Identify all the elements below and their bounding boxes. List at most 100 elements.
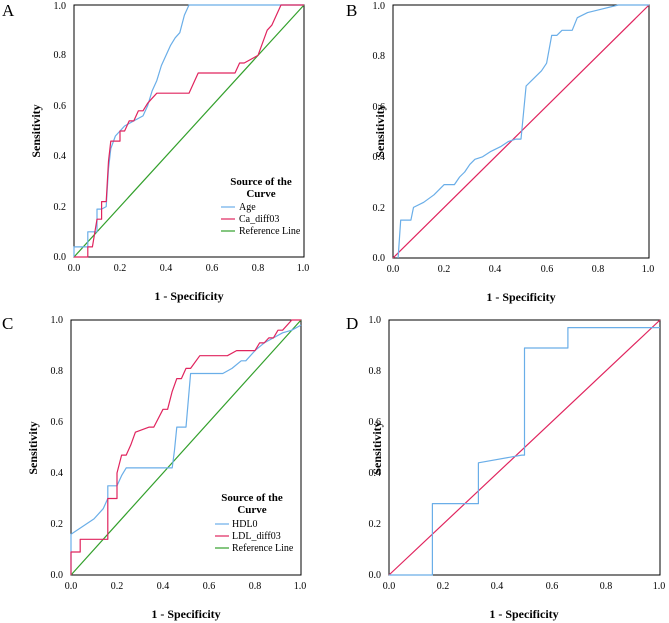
panel-c-legend-title-line2: Curve <box>237 504 266 516</box>
panel-d-ytick: 0.8 <box>369 366 382 377</box>
panel-a-legend-label: Ca_diff03 <box>239 214 279 225</box>
panel-d-xtick: 0.6 <box>546 581 559 592</box>
panel-a-xtick: 0.8 <box>252 263 265 274</box>
panel-c-legend-title-line1: Source of the <box>221 492 283 504</box>
panel-b-xlabel: 1 - Specificity <box>486 290 555 304</box>
panel-b-ylabel: Sensitivity <box>373 104 387 157</box>
panel-a-series-reference-line <box>73 4 305 258</box>
panel-b-letter: B <box>346 1 357 20</box>
panel-b-series-roc <box>397 4 649 259</box>
panel-a-xtick: 0.6 <box>206 263 219 274</box>
panel-c-xticks: 0.0 0.2 0.4 0.6 0.8 1.0 <box>65 581 307 592</box>
panel-b: B 0.0 0.2 0.4 0.6 0.8 1.0 0.0 0.2 0.4 0.… <box>346 1 654 304</box>
panel-b-series-reference-line <box>392 4 650 259</box>
panel-d-xtick: 0.2 <box>437 581 450 592</box>
panel-d-ytick: 0.0 <box>369 570 382 581</box>
panel-a-series-ca-diff03 <box>74 4 304 258</box>
panel-a-letter: A <box>2 1 15 20</box>
panel-d-xtick: 0.4 <box>491 581 504 592</box>
panel-b-ytick: 0.0 <box>373 253 386 264</box>
panel-d-ytick: 0.4 <box>369 468 382 479</box>
panel-b-yticks: 0.0 0.2 0.4 0.6 0.8 1.0 <box>373 1 386 264</box>
panel-b-xtick: 0.2 <box>438 264 451 275</box>
panel-c-ytick: 0.0 <box>51 570 64 581</box>
panel-a-ytick: 0.6 <box>54 101 67 112</box>
panel-a-legend-title-line1: Source of the <box>230 176 292 188</box>
panel-b-xtick: 0.4 <box>489 264 502 275</box>
panel-c: C 0.0 0.2 0.4 0.6 0.8 1.0 0.0 0.2 0.4 0.… <box>2 314 306 621</box>
panel-a-ytick: 1.0 <box>54 1 67 12</box>
panel-b-xtick: 0.6 <box>541 264 554 275</box>
panel-c-ylabel: Sensitivity <box>26 421 40 474</box>
panel-b-ytick: 1.0 <box>373 1 386 12</box>
panel-c-ytick: 0.8 <box>51 366 64 377</box>
panel-a-xtick: 0.0 <box>68 263 81 274</box>
panel-c-plot <box>70 319 302 576</box>
panel-c-letter: C <box>2 314 13 333</box>
panel-a: A 0.0 0.2 0.4 0.6 0.8 1.0 0.0 0.2 0.4 0.… <box>2 1 309 303</box>
panel-c-series-ldl-diff03 <box>70 319 301 575</box>
panel-c-ytick: 0.4 <box>51 468 64 479</box>
panel-a-xtick: 0.2 <box>114 263 127 274</box>
panel-d-ytick: 0.6 <box>369 417 382 428</box>
panel-d-xtick: 0.8 <box>600 581 613 592</box>
panel-c-series-reference-line <box>70 319 302 576</box>
panel-b-xtick: 0.0 <box>387 264 400 275</box>
panel-c-xtick: 0.6 <box>203 581 216 592</box>
panel-c-legend-label: Reference Line <box>232 543 294 554</box>
panel-a-ytick: 0.4 <box>54 151 67 162</box>
panel-d-xtick: 0.0 <box>383 581 396 592</box>
panel-b-ytick: 0.6 <box>373 102 386 113</box>
panel-d-ytick: 1.0 <box>369 315 382 326</box>
panel-c-xlabel: 1 - Specificity <box>151 607 220 621</box>
panel-b-xtick: 0.8 <box>592 264 605 275</box>
panel-a-xticks: 0.0 0.2 0.4 0.6 0.8 1.0 <box>68 263 310 274</box>
panel-a-ytick: 0.8 <box>54 50 67 61</box>
panel-a-legend: Source of the Curve Age Ca_diff03 Refere… <box>221 176 301 237</box>
panel-a-series-age <box>73 4 304 257</box>
panel-b-frame <box>392 4 650 259</box>
panel-b-ytick: 0.4 <box>373 152 386 163</box>
panel-c-ytick: 0.6 <box>51 417 64 428</box>
panel-c-xtick: 0.0 <box>65 581 78 592</box>
panel-d-yticks: 0.0 0.2 0.4 0.6 0.8 1.0 <box>369 315 382 581</box>
panel-a-ytick: 0.2 <box>54 202 67 213</box>
panel-c-ytick: 1.0 <box>51 315 64 326</box>
panel-d-ylabel: Sensitivity <box>370 421 384 474</box>
panel-d-ytick: 0.2 <box>369 519 382 530</box>
panel-c-legend-label: LDL_diff03 <box>232 531 281 542</box>
panel-a-yticks: 0.0 0.2 0.4 0.6 0.8 1.0 <box>54 1 67 263</box>
panel-d-xlabel: 1 - Specificity <box>489 607 558 621</box>
panel-c-xtick: 0.4 <box>157 581 170 592</box>
panel-d-xtick: 1.0 <box>653 581 666 592</box>
panel-c-xtick: 1.0 <box>294 581 307 592</box>
panel-d: D 0.0 0.2 0.4 0.6 0.8 1.0 0.0 0.2 0.4 0.… <box>346 314 665 621</box>
panel-d-frame <box>388 319 661 576</box>
panel-c-yticks: 0.0 0.2 0.4 0.6 0.8 1.0 <box>51 315 64 581</box>
panel-b-ytick: 0.8 <box>373 51 386 62</box>
panel-a-xlabel: 1 - Specificity <box>154 289 223 303</box>
panel-d-series-roc <box>389 327 660 576</box>
panel-c-frame <box>70 319 302 576</box>
panel-a-plot <box>73 4 305 258</box>
panel-c-xtick: 0.8 <box>249 581 262 592</box>
panel-d-plot <box>388 319 661 576</box>
panel-a-ytick: 0.0 <box>54 252 67 263</box>
panel-d-xticks: 0.0 0.2 0.4 0.6 0.8 1.0 <box>383 581 666 592</box>
panel-a-xtick: 0.4 <box>160 263 173 274</box>
panel-b-ytick: 0.2 <box>373 203 386 214</box>
panel-a-ylabel: Sensitivity <box>29 104 43 157</box>
panel-a-xtick: 1.0 <box>297 263 310 274</box>
panel-c-legend: Source of the Curve HDL0 LDL_diff03 Refe… <box>215 492 294 554</box>
panel-b-xtick: 1.0 <box>642 264 655 275</box>
panel-b-plot <box>392 4 650 259</box>
panel-c-ytick: 0.2 <box>51 519 64 530</box>
panel-a-legend-label: Age <box>239 202 256 213</box>
panel-d-letter: D <box>346 314 358 333</box>
panel-a-legend-label: Reference Line <box>239 226 301 237</box>
panel-c-legend-label: HDL0 <box>232 519 258 530</box>
panel-b-xticks: 0.0 0.2 0.4 0.6 0.8 1.0 <box>387 264 655 275</box>
panel-c-xtick: 0.2 <box>111 581 124 592</box>
panel-a-legend-title-line2: Curve <box>246 188 275 200</box>
